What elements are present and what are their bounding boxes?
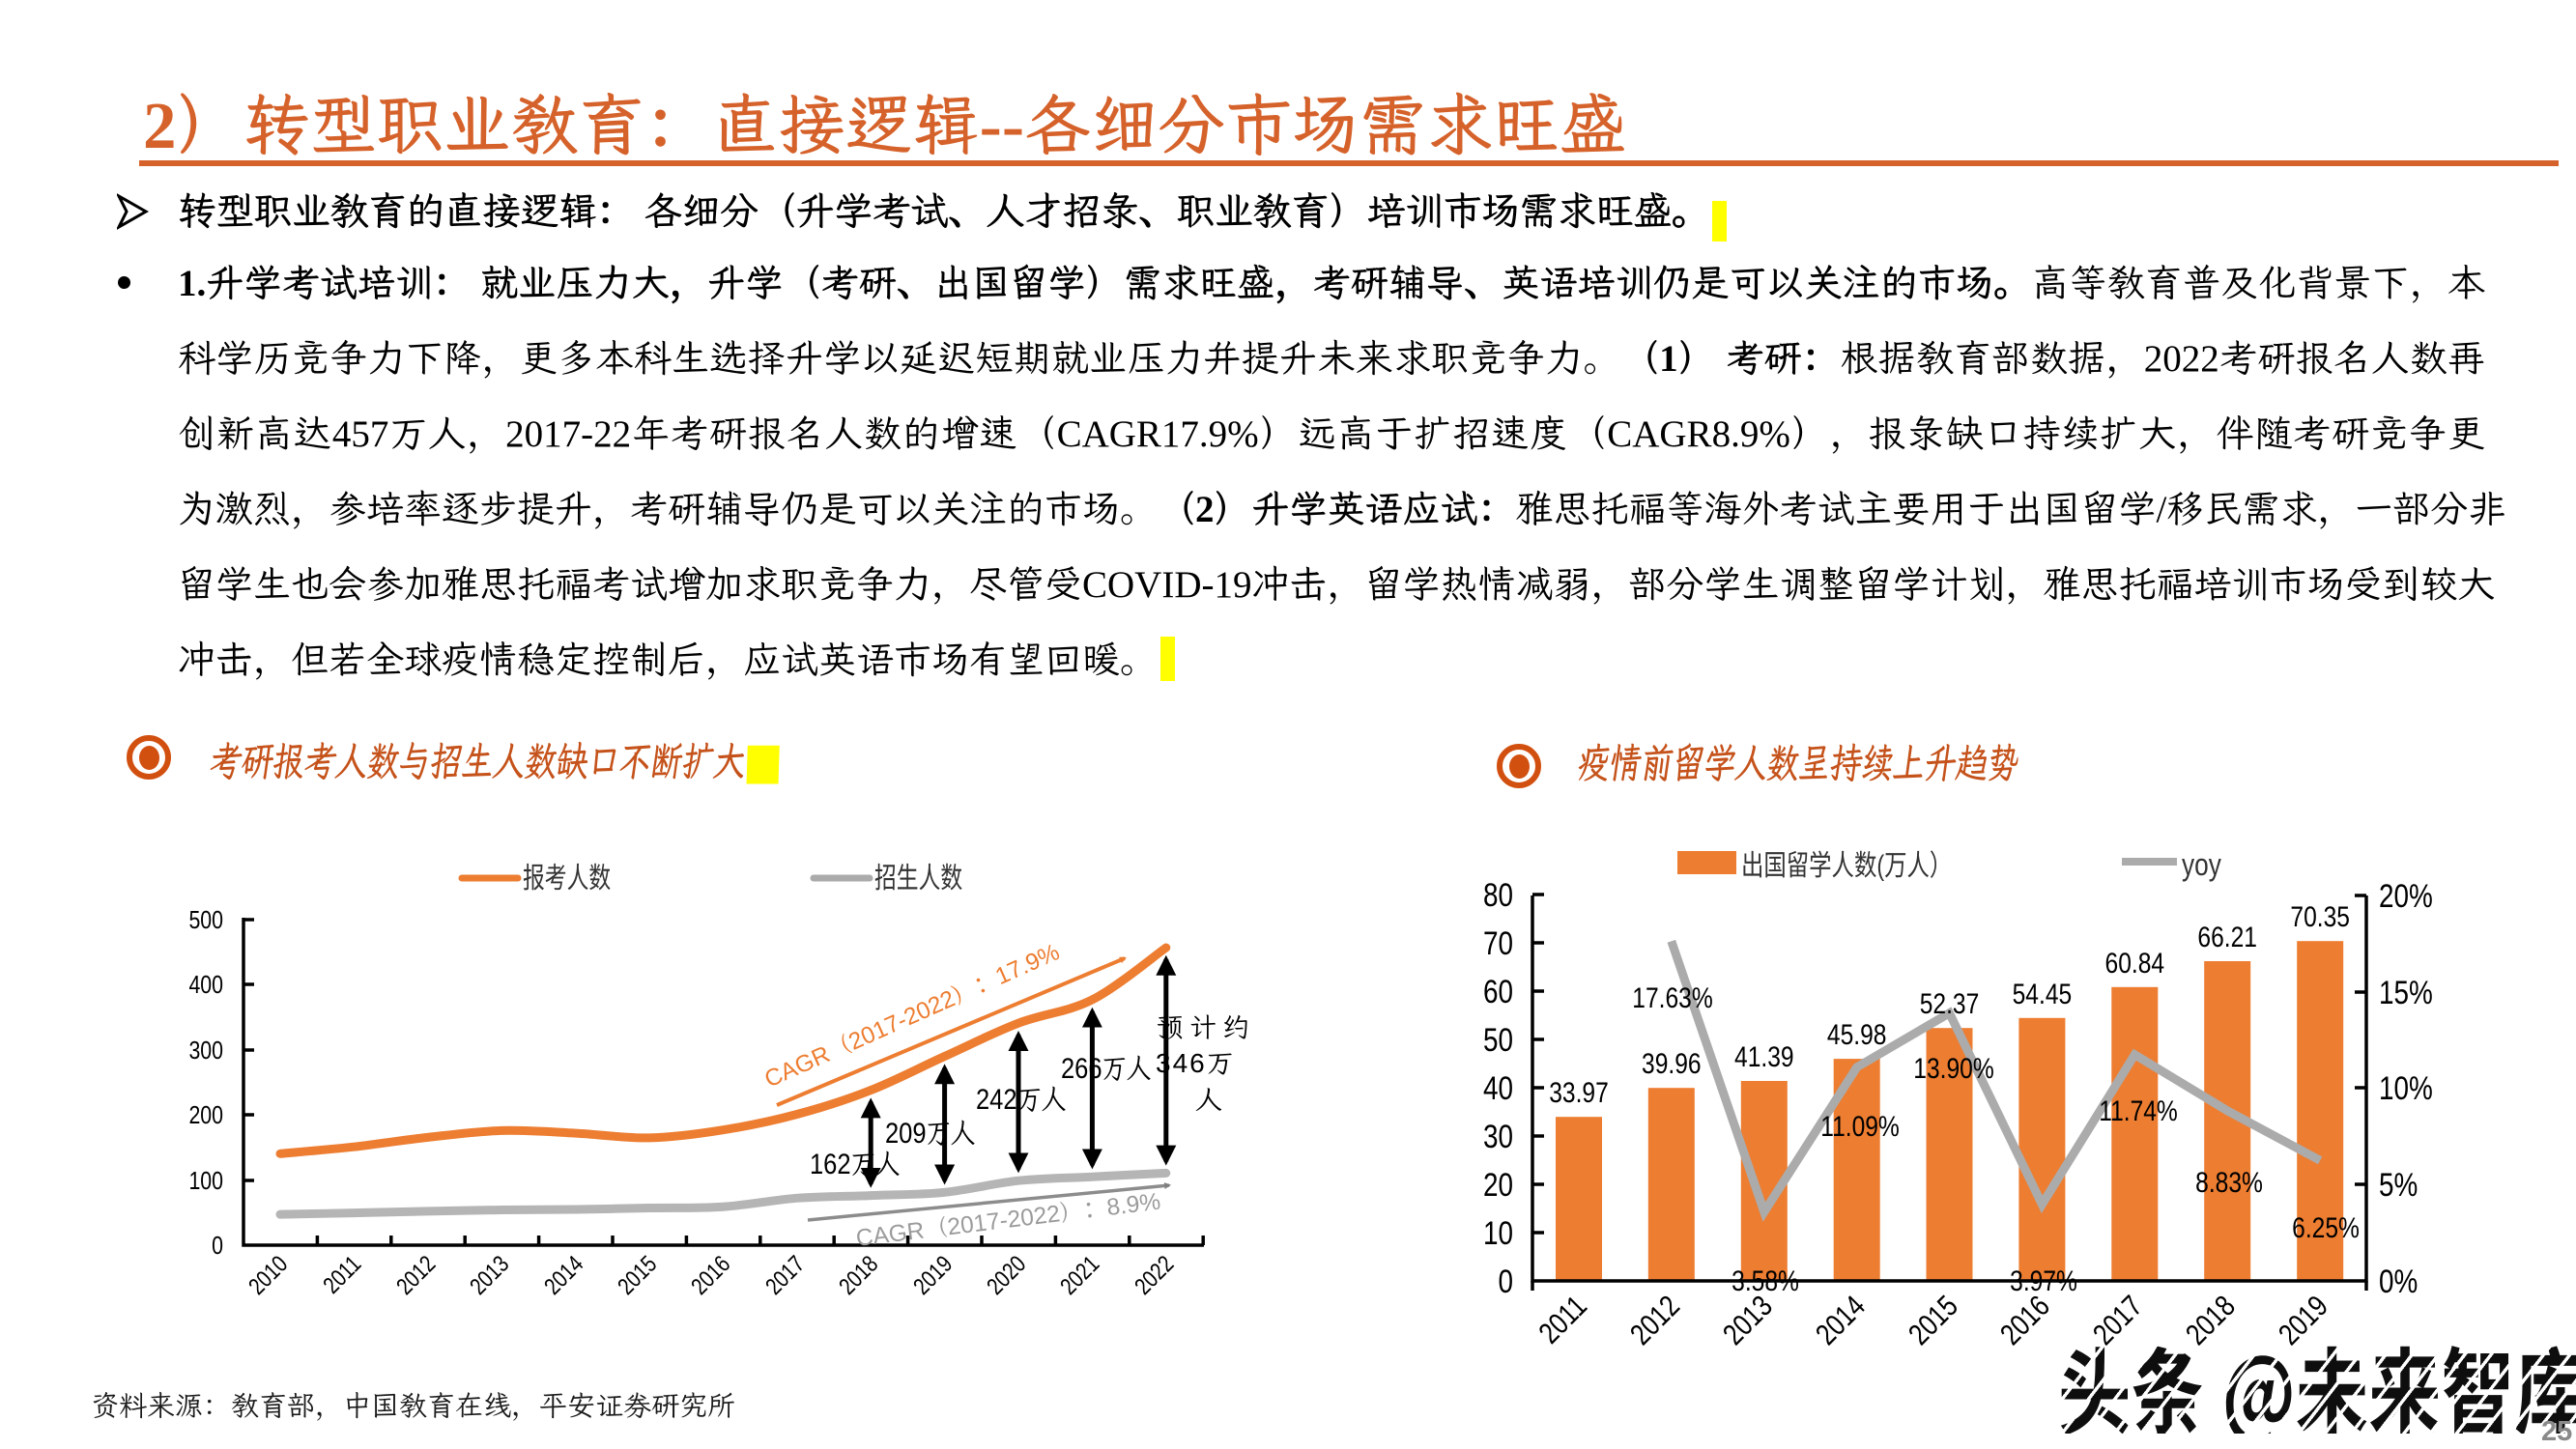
svg-text:20: 20 bbox=[1483, 1166, 1513, 1203]
svg-text:招生人数: 招生人数 bbox=[874, 854, 962, 896]
svg-text:100: 100 bbox=[188, 1167, 223, 1196]
svg-text:2012: 2012 bbox=[1624, 1290, 1687, 1352]
svg-text:2011: 2011 bbox=[1532, 1290, 1593, 1350]
svg-text:2022: 2022 bbox=[1130, 1251, 1179, 1300]
svg-text:2017: 2017 bbox=[760, 1251, 810, 1300]
svg-text:346万: 346万 bbox=[1156, 1048, 1236, 1078]
svg-text:400: 400 bbox=[188, 971, 223, 1000]
svg-text:200: 200 bbox=[188, 1101, 223, 1130]
svg-text:2015: 2015 bbox=[613, 1251, 662, 1300]
svg-text:300: 300 bbox=[188, 1037, 223, 1065]
svg-text:2020: 2020 bbox=[982, 1251, 1031, 1300]
svg-text:17.63%: 17.63% bbox=[1632, 981, 1712, 1014]
svg-text:13.90%: 13.90% bbox=[1913, 1052, 1993, 1085]
svg-text:0: 0 bbox=[1498, 1263, 1513, 1299]
svg-text:11.09%: 11.09% bbox=[1820, 1110, 1900, 1143]
svg-text:3.97%: 3.97% bbox=[2010, 1264, 2077, 1297]
svg-text:10: 10 bbox=[1483, 1214, 1513, 1251]
svg-text:0: 0 bbox=[212, 1232, 223, 1261]
svg-text:162万人: 162万人 bbox=[810, 1148, 901, 1179]
svg-text:500: 500 bbox=[188, 906, 223, 935]
svg-text:预计约: 预计约 bbox=[1157, 1012, 1255, 1042]
svg-text:60.84: 60.84 bbox=[2105, 946, 2165, 979]
svg-text:2013: 2013 bbox=[465, 1251, 514, 1300]
svg-text:2014: 2014 bbox=[539, 1251, 588, 1300]
svg-text:0%: 0% bbox=[2379, 1263, 2418, 1299]
svg-text:8.83%: 8.83% bbox=[2195, 1166, 2263, 1199]
svg-text:2019: 2019 bbox=[908, 1251, 958, 1300]
svg-text:30: 30 bbox=[1483, 1118, 1513, 1154]
svg-text:242万人: 242万人 bbox=[976, 1083, 1067, 1115]
svg-text:2014: 2014 bbox=[1810, 1290, 1873, 1352]
svg-text:出国留学人数(万人）: 出国留学人数(万人） bbox=[1741, 841, 1952, 883]
svg-text:2012: 2012 bbox=[391, 1251, 441, 1300]
svg-text:2010: 2010 bbox=[243, 1251, 293, 1300]
svg-text:报考人数: 报考人数 bbox=[523, 854, 611, 896]
svg-text:20%: 20% bbox=[2379, 877, 2433, 914]
svg-text:2015: 2015 bbox=[1903, 1290, 1965, 1352]
svg-text:60: 60 bbox=[1483, 973, 1513, 1009]
svg-text:2011: 2011 bbox=[318, 1251, 366, 1299]
svg-text:11.74%: 11.74% bbox=[2099, 1094, 2178, 1127]
svg-text:41.39: 41.39 bbox=[1734, 1040, 1794, 1073]
svg-text:80: 80 bbox=[1483, 876, 1513, 913]
svg-text:39.96: 39.96 bbox=[1642, 1047, 1702, 1080]
svg-text:54.45: 54.45 bbox=[2013, 977, 2073, 1009]
svg-text:10%: 10% bbox=[2379, 1069, 2433, 1106]
svg-text:2013: 2013 bbox=[1717, 1290, 1780, 1352]
svg-text:40: 40 bbox=[1483, 1069, 1513, 1106]
svg-text:33.97: 33.97 bbox=[1549, 1076, 1609, 1109]
svg-text:52.37: 52.37 bbox=[1920, 987, 1980, 1020]
svg-text:2016: 2016 bbox=[686, 1251, 735, 1300]
svg-text:266万人: 266万人 bbox=[1061, 1052, 1152, 1084]
svg-text:人: 人 bbox=[1195, 1085, 1224, 1115]
svg-text:15%: 15% bbox=[2379, 974, 2433, 1010]
svg-text:3.58%: 3.58% bbox=[1732, 1264, 1799, 1297]
svg-text:5%: 5% bbox=[2379, 1166, 2418, 1203]
svg-text:45.98: 45.98 bbox=[1827, 1018, 1887, 1051]
svg-text:70.35: 70.35 bbox=[2290, 900, 2350, 933]
svg-text:66.21: 66.21 bbox=[2197, 921, 2257, 953]
svg-text:2021: 2021 bbox=[1055, 1251, 1104, 1300]
svg-text:209万人: 209万人 bbox=[885, 1117, 976, 1149]
svg-text:2016: 2016 bbox=[1994, 1290, 2057, 1352]
svg-text:50: 50 bbox=[1483, 1021, 1513, 1058]
svg-text:2018: 2018 bbox=[834, 1251, 883, 1300]
svg-text:yoy: yoy bbox=[2182, 849, 2221, 883]
svg-text:6.25%: 6.25% bbox=[2292, 1211, 2360, 1244]
svg-text:70: 70 bbox=[1483, 924, 1513, 961]
